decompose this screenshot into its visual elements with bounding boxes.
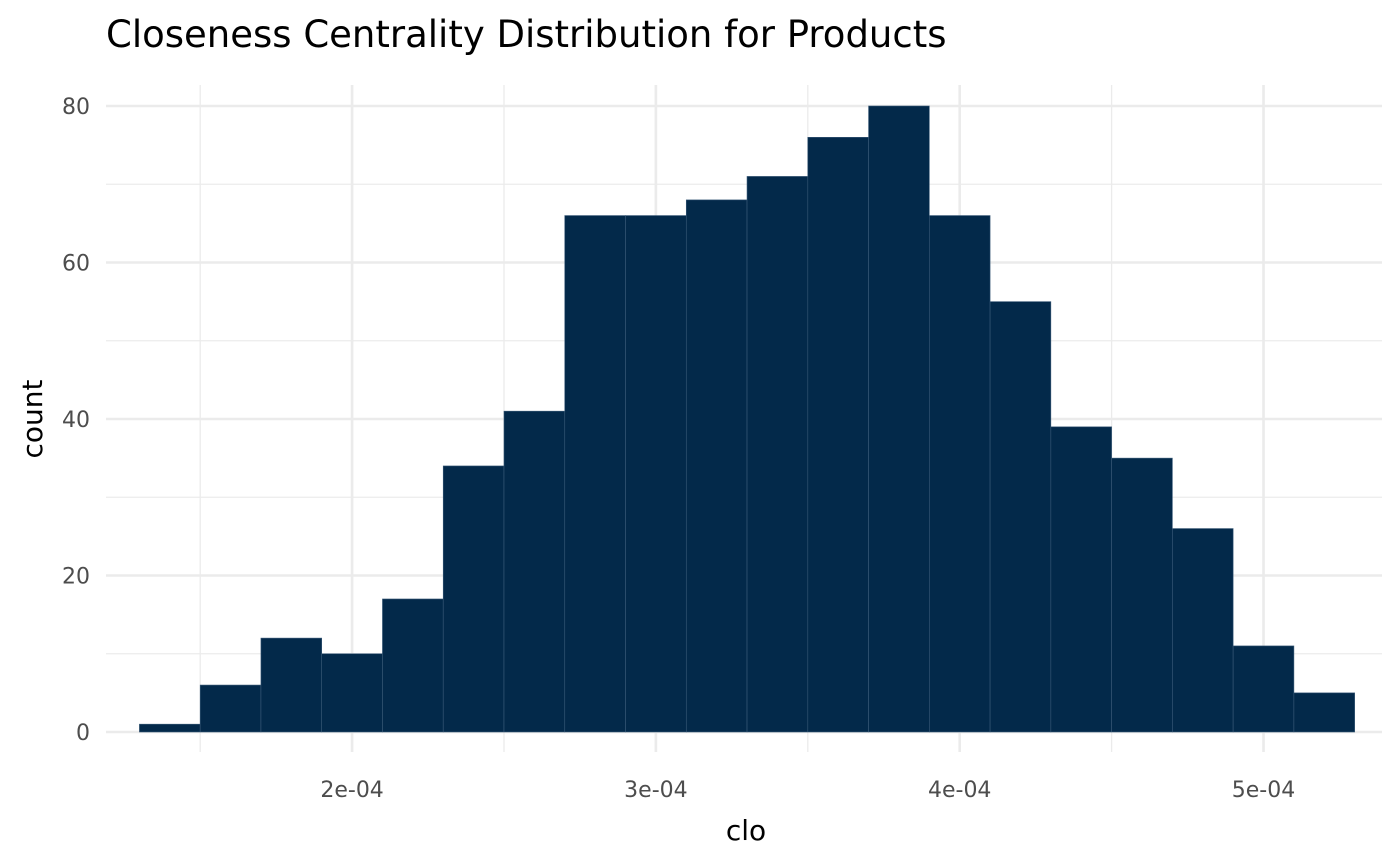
histogram-bar bbox=[746, 176, 809, 733]
histogram-bar bbox=[1232, 645, 1295, 733]
histogram-bar bbox=[564, 215, 626, 733]
histogram-bar bbox=[442, 465, 505, 733]
y-tick-label: 80 bbox=[62, 95, 90, 120]
histogram-bar bbox=[260, 637, 323, 733]
y-tick-label: 20 bbox=[62, 565, 90, 590]
y-axis-title: count bbox=[16, 379, 49, 458]
histogram-bar bbox=[1050, 426, 1112, 733]
histogram-bar bbox=[989, 301, 1052, 733]
y-tick-label: 60 bbox=[62, 252, 90, 277]
chart-title: Closeness Centrality Distribution for Pr… bbox=[106, 13, 947, 56]
histogram-bar bbox=[382, 598, 444, 733]
histogram-bar bbox=[1172, 528, 1234, 733]
histogram-bar bbox=[1111, 457, 1173, 733]
x-tick-label: 4e-04 bbox=[928, 778, 991, 803]
x-tick-label: 2e-04 bbox=[320, 778, 383, 803]
histogram-bar bbox=[929, 215, 991, 733]
y-tick-label: 40 bbox=[62, 408, 90, 433]
histogram-bar bbox=[685, 199, 748, 733]
x-tick-label: 5e-04 bbox=[1232, 778, 1295, 803]
x-tick-label: 3e-04 bbox=[624, 778, 687, 803]
bars bbox=[139, 105, 1355, 733]
x-axis-title: clo bbox=[726, 814, 766, 847]
histogram-bar bbox=[868, 105, 930, 733]
histogram-bar bbox=[807, 137, 869, 733]
y-tick-label: 0 bbox=[76, 721, 90, 746]
y-tick-labels: 0 20 40 60 80 bbox=[62, 95, 90, 746]
histogram-bar bbox=[139, 723, 201, 733]
histogram-bar bbox=[503, 410, 566, 733]
histogram-bar bbox=[1293, 692, 1355, 733]
histogram-bar bbox=[625, 215, 687, 733]
histogram-bar bbox=[321, 653, 383, 733]
x-tick-labels: 2e-04 3e-04 4e-04 5e-04 bbox=[320, 778, 1295, 803]
histogram-bar bbox=[199, 684, 262, 733]
